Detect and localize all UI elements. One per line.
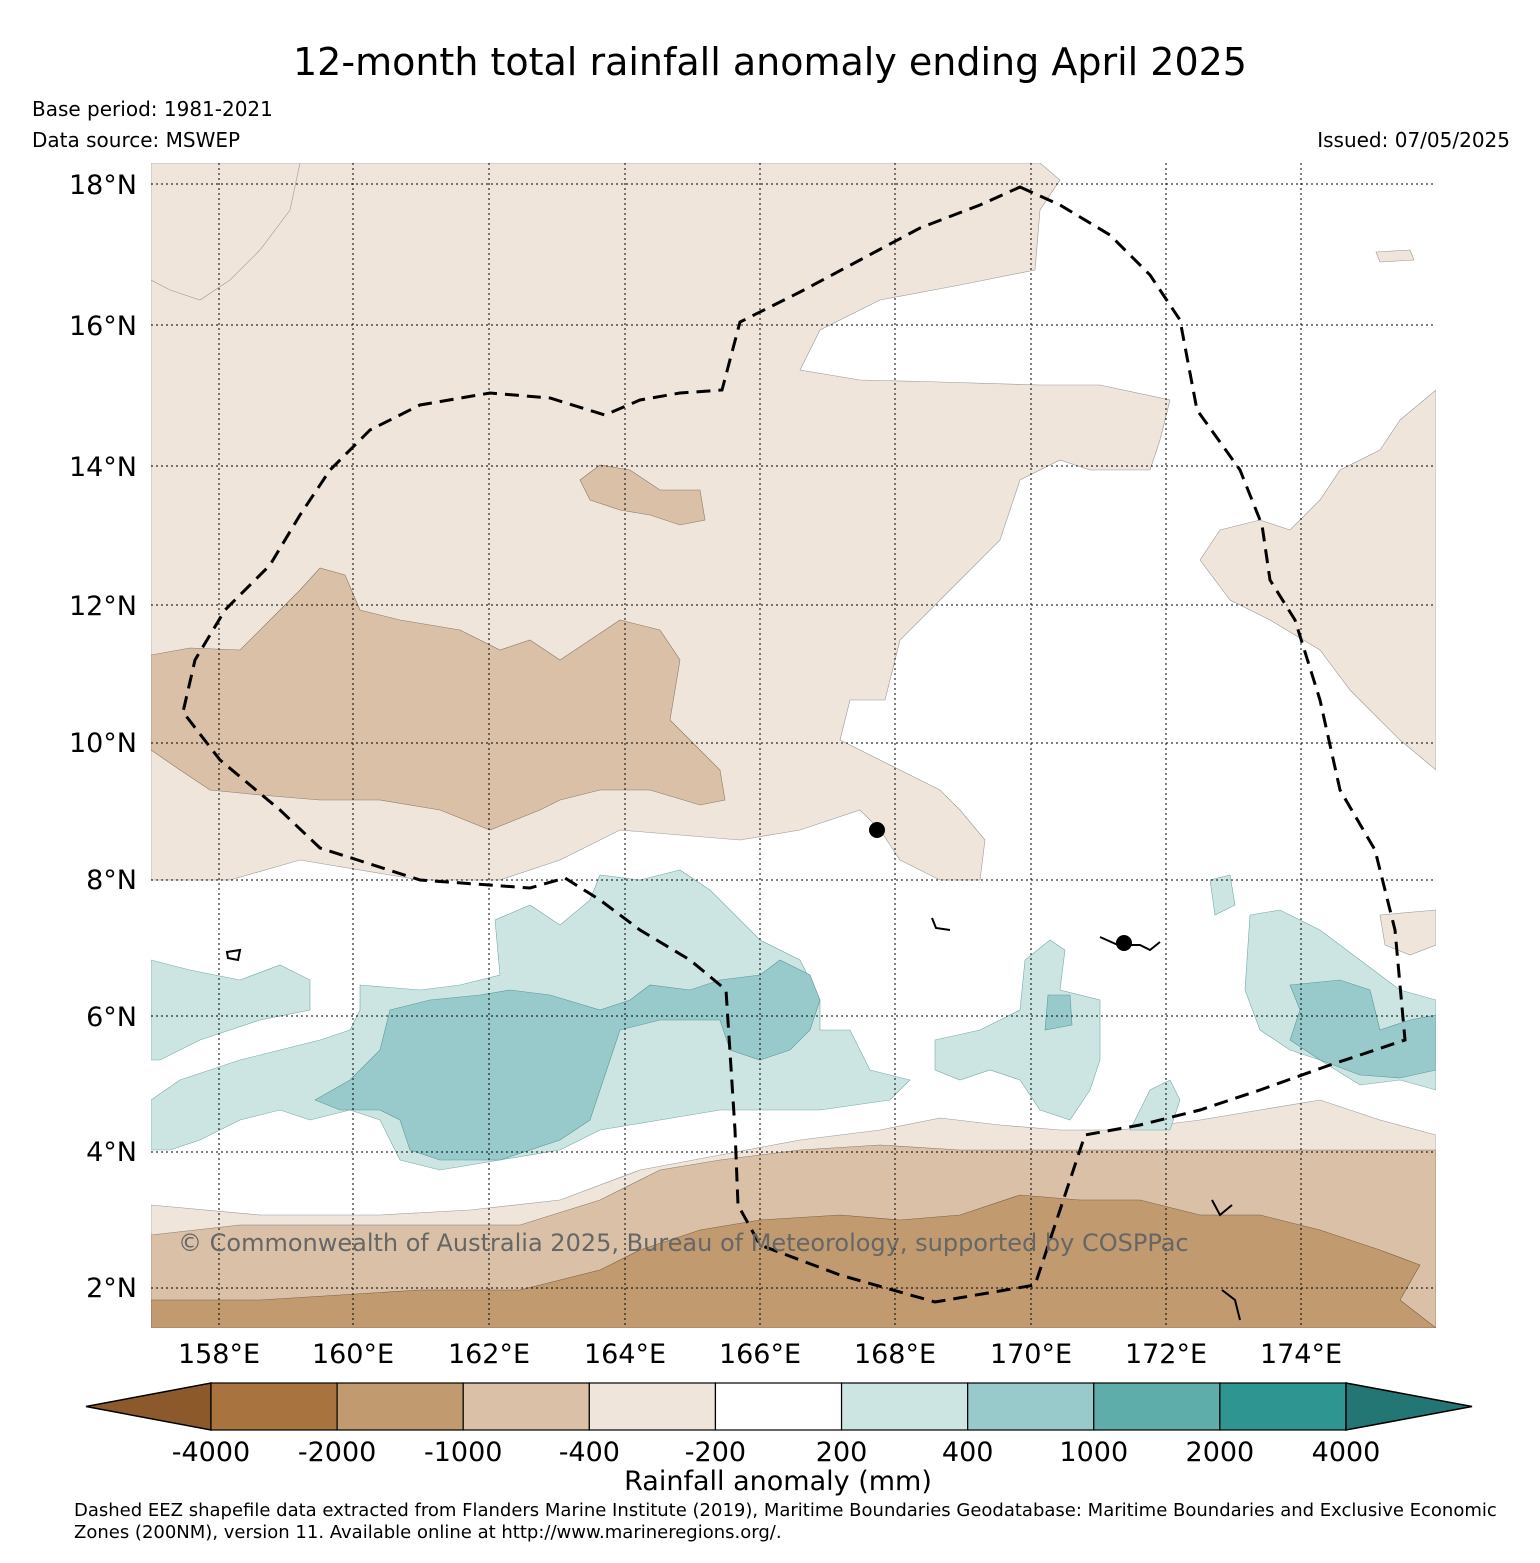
lat-label: 8°N [86, 865, 137, 896]
lat-label: 6°N [86, 1002, 137, 1033]
colorbar-tick-label: -400 [559, 1437, 620, 1468]
map-title: 12-month total rainfall anomaly ending A… [293, 40, 1247, 84]
colorbar-tick-label: 4000 [1312, 1437, 1381, 1468]
colorbar-tick-label: -1000 [424, 1437, 502, 1468]
lon-label: 168°E [854, 1339, 936, 1370]
lat-label: 16°N [69, 311, 137, 342]
colorbar-tick-label: 1000 [1059, 1437, 1128, 1468]
anomaly-region-light-dry-east-small [1375, 249, 1415, 263]
colorbar-extend-high [1345, 1382, 1473, 1431]
lon-label: 170°E [990, 1339, 1072, 1370]
colorbar-swatch [967, 1382, 1095, 1431]
colorbar-swatch [336, 1382, 464, 1431]
colorbar-tick-label: 400 [942, 1437, 994, 1468]
colorbar-label: Rainfall anomaly (mm) [624, 1466, 932, 1497]
islands [869, 822, 1132, 951]
lon-label: 160°E [312, 1339, 394, 1370]
colorbar-swatch [1093, 1382, 1221, 1431]
anomaly-region-moderate-dry-west [151, 567, 726, 831]
anomaly-region-light-dry-northwest [151, 163, 301, 301]
lon-label: 172°E [1125, 1339, 1207, 1370]
colorbar-swatch [714, 1382, 843, 1431]
data-source: Data source: MSWEP [32, 128, 241, 152]
base-period: Base period: 1981-2021 [32, 97, 273, 121]
footer-note: Dashed EEZ shapefile data extracted from… [74, 1500, 1497, 1543]
anomaly-region-strong-dry-south [151, 1194, 1436, 1328]
island-outlines [225, 917, 1241, 1321]
issued-date: Issued: 07/05/2025 [1317, 128, 1510, 152]
colorbar-tick-label: -4000 [172, 1437, 250, 1468]
anomaly-region-light-wet-east-1 [934, 939, 1101, 1121]
colorbar-extend-low [85, 1382, 212, 1431]
colorbar-tick-labels: -4000 -2000 -1000 -400 -200 200 400 1000 2000 400… [172, 1437, 1381, 1468]
colorbar-swatch [462, 1382, 590, 1431]
lon-label: 174°E [1260, 1339, 1342, 1370]
rainfall-anomaly-map: © Commonwealth of Australia 2025, Bureau… [69, 163, 1473, 1497]
colorbar-tick-label: -2000 [298, 1437, 376, 1468]
lat-label: 4°N [86, 1137, 137, 1168]
lon-label: 162°E [448, 1339, 530, 1370]
anomaly-region-light-wet-west [151, 959, 311, 1061]
anomaly-field [151, 163, 1436, 1328]
lat-label: 12°N [69, 591, 137, 622]
anomaly-region-moderate-wet-east-small [1044, 994, 1073, 1031]
island-marker [1116, 935, 1132, 951]
island-marker [869, 822, 885, 838]
colorbar-swatch [210, 1382, 338, 1431]
anomaly-region-moderate-wet-central [314, 959, 821, 1161]
colorbar-tick-label: 2000 [1186, 1437, 1255, 1468]
latitude-labels: 18°N 16°N 14°N 12°N 10°N 8°N 6°N 4°N 2°N [69, 170, 137, 1304]
longitude-labels: 158°E 160°E 162°E 164°E 166°E 168°E 170°… [178, 1339, 1342, 1370]
graticule [151, 163, 1436, 1328]
lat-label: 18°N [69, 170, 137, 201]
anomaly-region-moderate-wet-east [1289, 979, 1436, 1079]
lon-label: 158°E [178, 1339, 260, 1370]
lon-label: 166°E [719, 1339, 801, 1370]
colorbar-tick-label: 200 [816, 1437, 868, 1468]
colorbar [85, 1382, 1473, 1431]
anomaly-region-light-wet-east-4 [1209, 874, 1236, 916]
anomaly-region-moderate-dry-central [579, 464, 706, 526]
anomaly-region-light-dry-northeast [1199, 389, 1436, 771]
colorbar-swatch [840, 1382, 969, 1431]
colorbar-swatch [588, 1382, 717, 1431]
anomaly-region-light-wet-east-3 [1129, 1079, 1181, 1131]
colorbar-swatch [1219, 1382, 1347, 1431]
colorbar-tick-label: -200 [685, 1437, 746, 1468]
lat-label: 2°N [86, 1273, 137, 1304]
copyright-text: © Commonwealth of Australia 2025, Bureau… [178, 1229, 1189, 1257]
lon-label: 164°E [584, 1339, 666, 1370]
lat-label: 10°N [69, 728, 137, 759]
lat-label: 14°N [69, 452, 137, 483]
